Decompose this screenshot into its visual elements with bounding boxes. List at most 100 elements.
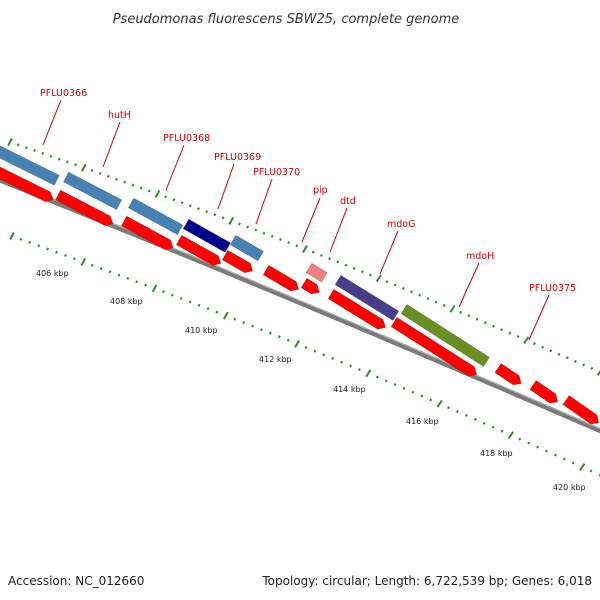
upper-tick (7, 137, 13, 147)
upper-tick (295, 244, 299, 248)
lower-tick (365, 369, 372, 378)
lower-tick (500, 429, 504, 433)
leader-layer (42, 99, 550, 341)
ruler-label-420: 420 kbp (553, 483, 586, 492)
lower-tick (553, 453, 557, 457)
label-pflu0370: PFLU0370 (253, 167, 300, 178)
upper-tick (287, 241, 291, 245)
cds-arrow-6 (262, 264, 300, 292)
upper-tick (319, 253, 323, 257)
leader-pflu0370 (255, 178, 273, 225)
label-pflu0368: PFLU0368 (163, 133, 210, 144)
upper-tick (49, 154, 53, 158)
upper-tick (508, 331, 512, 335)
lower-tick (80, 257, 87, 266)
upper-tick (147, 189, 151, 193)
lower-tick (126, 276, 130, 280)
lower-tick (402, 386, 406, 390)
gene-block-pip (305, 262, 328, 283)
upper-tick (459, 310, 463, 314)
upper-tick (246, 225, 250, 229)
upper-tick (221, 216, 225, 220)
lower-tick (215, 310, 219, 314)
gene-block-pflu0368 (127, 197, 184, 236)
upper-tick (237, 222, 241, 226)
lower-tick (384, 379, 388, 383)
lower-tick (340, 360, 344, 364)
lower-tick (420, 394, 424, 398)
leader-mdoh (458, 262, 480, 308)
upper-tick (523, 336, 530, 345)
cds-arrow-10 (494, 363, 522, 386)
map-title: Pseudomonas fluorescens SBW25, complete … (113, 12, 460, 27)
lower-tick (28, 240, 32, 245)
lower-tick (464, 413, 468, 417)
upper-tick (582, 363, 586, 367)
upper-tick (590, 366, 594, 371)
upper-tick (596, 368, 600, 376)
upper-tick (385, 280, 389, 284)
upper-tick (491, 324, 495, 328)
cds-arrow-8 (327, 288, 386, 330)
upper-tick (254, 228, 258, 232)
upper-tick (197, 207, 200, 211)
upper-tick (393, 283, 397, 287)
upper-tick (360, 270, 364, 274)
lower-tick (19, 237, 23, 241)
upper-tick (557, 352, 561, 356)
lower-tick (188, 300, 192, 304)
upper-tick (532, 342, 536, 346)
lower-tick (518, 437, 522, 441)
genome-summary-text: Topology: circular; Length: 6,722,539 bp… (261, 574, 592, 588)
upper-tick (90, 169, 94, 173)
lower-tick (108, 270, 112, 274)
leader-pflu0369 (217, 163, 235, 210)
lower-tick (455, 409, 459, 414)
lower-tick (482, 421, 486, 425)
upper-tick (106, 174, 110, 178)
cds-arrow-3 (120, 215, 174, 251)
cds-arrow-12 (562, 395, 600, 425)
ruler-label-406: 406 kbp (36, 269, 69, 278)
upper-tick (33, 149, 37, 153)
upper-tick (375, 274, 382, 283)
lower-tick (46, 247, 50, 251)
ruler-label-414: 414 kbp (333, 385, 366, 394)
upper-tick (302, 245, 308, 253)
cds-arrow-11 (529, 380, 559, 404)
cds-arrow-2 (55, 189, 114, 227)
cds-arrow-7 (300, 277, 320, 295)
lower-tick (277, 335, 281, 339)
upper-tick (172, 198, 176, 202)
lower-tick (491, 425, 495, 429)
feature-layer (0, 144, 600, 434)
lower-tick (579, 463, 586, 471)
lower-tick (375, 375, 379, 379)
lower-tick (571, 461, 575, 465)
lower-tick (322, 353, 326, 357)
gene-block-pflu0370 (229, 234, 264, 262)
lower-tick (357, 368, 361, 372)
upper-tick (164, 195, 168, 199)
upper-tick (41, 151, 45, 155)
gene-block-pflu0366 (0, 144, 60, 186)
upper-tick (565, 356, 569, 360)
label-mdog: mdoG (387, 219, 415, 230)
upper-tick (154, 189, 161, 198)
lower-tick (37, 244, 41, 248)
lower-tick (242, 321, 246, 325)
cds-arrow-4 (175, 234, 222, 266)
leader-pflu0375 (528, 294, 550, 341)
lower-tick (286, 338, 290, 342)
upper-tick (500, 328, 504, 332)
upper-tick (449, 304, 456, 313)
upper-tick (426, 297, 430, 301)
upper-tick (262, 231, 266, 235)
lower-tick (447, 406, 451, 410)
upper-tick (311, 250, 315, 254)
upper-tick (98, 171, 102, 175)
gene-block-pflu0369 (182, 218, 231, 253)
upper-tick (228, 216, 235, 225)
lower-tick (117, 273, 121, 277)
